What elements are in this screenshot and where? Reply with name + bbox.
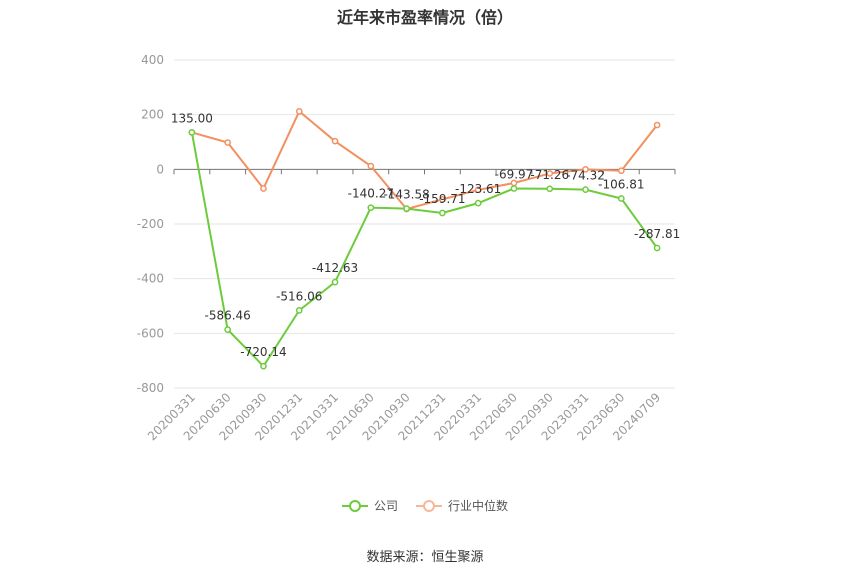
industry-point (655, 122, 660, 127)
line-chart: 4002000-200-400-600-80020200331202006302… (0, 0, 850, 490)
y-tick-label: 0 (156, 162, 164, 176)
legend-company-label: 公司 (374, 497, 398, 514)
company-point (368, 205, 373, 210)
industry-point (297, 109, 302, 114)
y-tick-label: -200 (137, 217, 164, 231)
grid (174, 60, 675, 388)
y-tick-label: 400 (141, 53, 164, 67)
legend-industry-marker (416, 499, 442, 513)
company-data-label: -720.14 (240, 345, 286, 359)
company-point (261, 364, 266, 369)
company-data-label: -71.26 (530, 168, 569, 182)
company-point (511, 186, 516, 191)
industry-point (332, 139, 337, 144)
company-point (583, 187, 588, 192)
company-data-label: -586.46 (205, 309, 251, 323)
company-point (332, 280, 337, 285)
company-point (619, 196, 624, 201)
y-tick-label: -400 (137, 272, 164, 286)
company-point (189, 130, 194, 135)
company-point (655, 245, 660, 250)
company-point (297, 308, 302, 313)
company-point (440, 210, 445, 215)
company-data-label: -516.06 (276, 289, 322, 303)
industry-point (261, 186, 266, 191)
company-data-label: -106.81 (598, 178, 644, 192)
legend-item-industry[interactable]: 行业中位数 (416, 497, 508, 514)
company-point (225, 327, 230, 332)
industry-point (368, 163, 373, 168)
legend-item-company[interactable]: 公司 (342, 497, 398, 514)
data-labels: 135.00-586.46-720.14-516.06-412.63-140.2… (171, 111, 680, 359)
series (189, 109, 659, 369)
source-note: 数据来源：恒生聚源 (0, 546, 850, 565)
company-point (547, 186, 552, 191)
y-tick-label: 200 (141, 108, 164, 122)
company-data-label: -123.61 (455, 182, 501, 196)
y-tick-label: -600 (137, 326, 164, 340)
legend: 公司 行业中位数 (0, 497, 850, 514)
company-data-label: -412.63 (312, 261, 358, 275)
company-data-label: -69.97 (495, 167, 534, 181)
company-point (404, 206, 409, 211)
industry-point (619, 168, 624, 173)
legend-industry-label: 行业中位数 (448, 497, 508, 514)
company-data-label: 135.00 (171, 111, 213, 125)
industry-point (225, 140, 230, 145)
company-data-label: -287.81 (634, 227, 680, 241)
y-tick-label: -800 (137, 381, 164, 395)
company-point (476, 201, 481, 206)
axes: 4002000-200-400-600-80020200331202006302… (137, 53, 675, 443)
legend-company-marker (342, 499, 368, 513)
